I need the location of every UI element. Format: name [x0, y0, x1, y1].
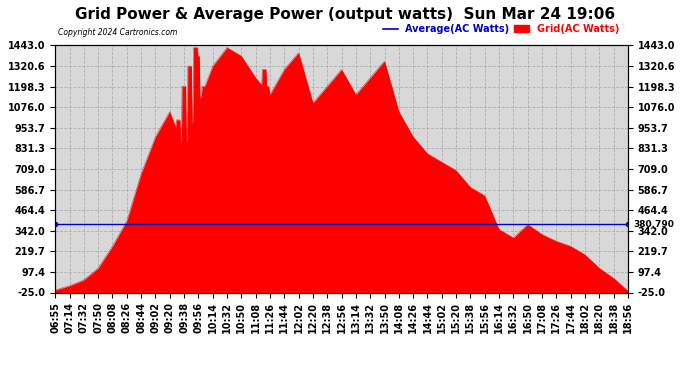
Legend: Average(AC Watts), Grid(AC Watts): Average(AC Watts), Grid(AC Watts) [380, 20, 623, 38]
Text: Copyright 2024 Cartronics.com: Copyright 2024 Cartronics.com [58, 28, 177, 37]
Text: 380.790: 380.790 [633, 220, 675, 229]
Text: Grid Power & Average Power (output watts)  Sun Mar 24 19:06: Grid Power & Average Power (output watts… [75, 8, 615, 22]
